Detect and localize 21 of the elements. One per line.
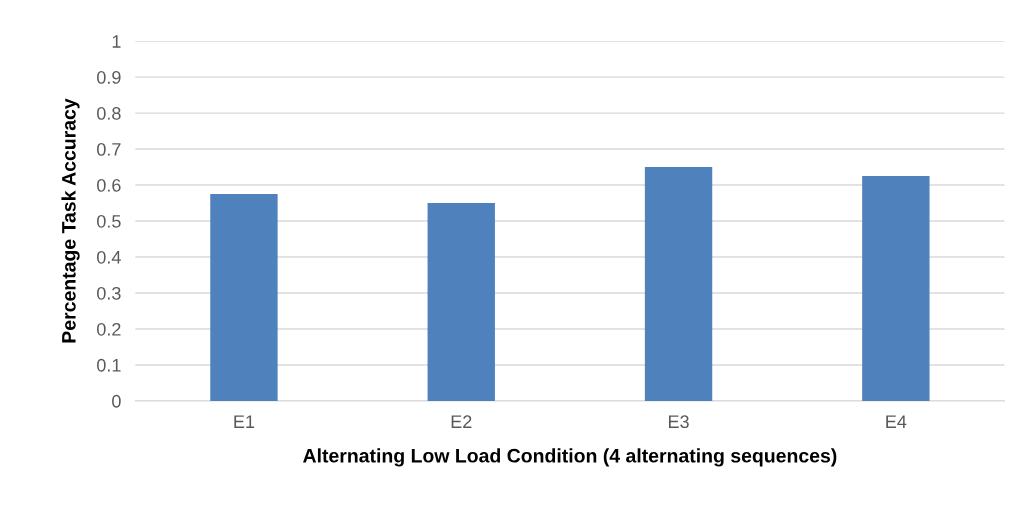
y-tick-label: 0.8 (97, 107, 121, 120)
y-tick-label: 0.2 (97, 322, 121, 336)
x-tick-label: E3 (668, 415, 689, 429)
bar (862, 176, 930, 401)
y-tick-label: 0.6 (97, 178, 121, 192)
y-tick-label: 0.9 (97, 71, 121, 84)
x-axis-title: Alternating Low Load Condition (4 alternating sequences) (303, 448, 837, 467)
y-tick-label: 0.3 (97, 286, 121, 300)
y-tick-label: 0.5 (97, 214, 121, 228)
y-tick-label: 1 (112, 35, 121, 48)
x-tick-label: E2 (451, 415, 472, 428)
y-tick-label: 0.7 (97, 142, 121, 156)
y-tick-label: 0 (112, 394, 121, 408)
y-axis-title: Percentage Task Accuracy (61, 98, 80, 343)
x-tick-label: E1 (234, 415, 255, 428)
bar (210, 194, 278, 401)
x-tick-label: E4 (886, 415, 907, 428)
y-tick-label: 0.1 (97, 358, 121, 372)
bar (644, 167, 713, 401)
bar (427, 203, 495, 401)
y-tick-label: 0.4 (97, 250, 121, 264)
